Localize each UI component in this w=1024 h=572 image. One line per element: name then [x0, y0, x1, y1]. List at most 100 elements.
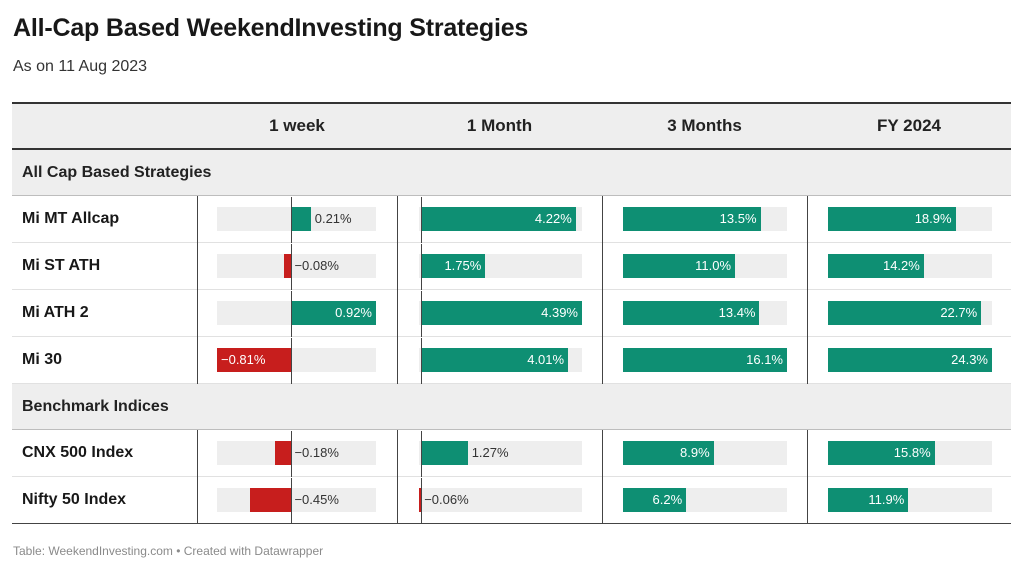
data-bar	[623, 254, 736, 278]
bar-cell: −0.06%	[419, 478, 582, 524]
row-label: CNX 500 Index	[22, 444, 134, 461]
column-header-3-months: 3 Months	[667, 116, 742, 135]
data-bar	[421, 301, 582, 325]
data-bar	[623, 488, 687, 512]
data-label: −0.45%	[294, 492, 339, 507]
data-label: 11.9%	[868, 492, 905, 507]
data-label: −0.81%	[221, 352, 266, 367]
row-label: Nifty 50 Index	[22, 491, 127, 508]
data-bar	[250, 488, 292, 512]
data-label: 11.0%	[695, 258, 732, 273]
data-label: 13.5%	[719, 211, 757, 226]
zero-line	[291, 244, 293, 290]
column-divider	[397, 430, 398, 524]
column-divider	[602, 430, 603, 524]
bar-cell: 0.92%	[217, 291, 376, 337]
data-label: 24.3%	[951, 352, 988, 367]
column-divider	[197, 196, 198, 384]
zero-line	[421, 244, 423, 290]
row-label: Mi ST ATH	[22, 257, 101, 274]
bar-cell: −0.08%	[217, 244, 376, 290]
data-label: 8.9%	[680, 445, 710, 460]
data-bar	[623, 301, 760, 325]
top-rule	[12, 102, 1011, 104]
data-bar	[623, 441, 714, 465]
data-label: 0.92%	[335, 305, 372, 320]
data-bar	[828, 207, 956, 231]
data-label: 1.75%	[444, 258, 482, 273]
header-rule	[12, 148, 1011, 150]
column-divider	[602, 196, 603, 384]
data-bar	[828, 488, 909, 512]
bar-cell: 4.39%	[419, 291, 582, 337]
column-header-1-month: 1 Month	[466, 116, 533, 135]
data-bar	[421, 254, 486, 278]
data-label: 4.01%	[527, 352, 565, 367]
data-label: −0.06%	[424, 492, 469, 507]
table-row: CNX 500 Index −0.18% 1.27% 8.9% 15.8%	[12, 430, 1011, 477]
section-label: Benchmark Indices	[22, 398, 169, 415]
bar-cell: 1.27%	[419, 431, 582, 477]
column-divider	[397, 196, 398, 384]
column-header-fy-2024: FY 2024	[877, 116, 941, 135]
data-label: 0.21%	[314, 211, 352, 226]
table-row: Mi 30 −0.81% 4.01% 16.1% 24.3%	[12, 337, 1011, 384]
zero-line	[291, 291, 293, 337]
data-bar	[421, 441, 468, 465]
zero-line	[421, 478, 423, 524]
bar-cell: 24.3%	[828, 348, 992, 372]
column-divider	[197, 430, 198, 524]
zero-line	[291, 197, 293, 243]
data-bar	[623, 207, 761, 231]
table-row: Nifty 50 Index −0.45% −0.06% 6.2% 11.9%	[12, 477, 1011, 524]
zero-line	[421, 338, 423, 384]
zero-line	[421, 291, 423, 337]
column-divider	[807, 196, 808, 384]
row-label: Mi MT Allcap	[22, 210, 120, 227]
zero-line	[421, 197, 423, 243]
bar-cell: 14.2%	[828, 254, 992, 278]
data-bar	[291, 207, 311, 231]
table-row: Mi ATH 2 0.92% 4.39% 13.4% 22.7%	[12, 290, 1011, 337]
row-label: Mi 30	[22, 351, 63, 368]
zero-line	[291, 478, 293, 524]
bar-cell: 18.9%	[828, 207, 992, 231]
bar-cell: −0.45%	[217, 478, 376, 524]
zero-line	[421, 431, 423, 477]
footer-credit: Table: WeekendInvesting.com • Created wi…	[13, 544, 324, 558]
bar-cell: −0.81%	[217, 338, 376, 384]
header-row: 1 week 1 Month 3 Months FY 2024	[12, 104, 1011, 148]
bar-cell: 11.9%	[828, 488, 992, 512]
data-label: −0.08%	[294, 258, 339, 273]
data-bar	[284, 254, 292, 278]
data-bar	[217, 348, 292, 372]
chart-title: All-Cap Based WeekendInvesting Strategie…	[13, 14, 529, 42]
bar-cell: 4.01%	[419, 338, 582, 384]
chart-subtitle: As on 11 Aug 2023	[13, 58, 148, 75]
column-header-1-week: 1 week	[269, 116, 325, 135]
data-bar	[419, 488, 422, 512]
data-label: 13.4%	[718, 305, 756, 320]
bar-cell: 0.21%	[217, 197, 376, 243]
section-label: All Cap Based Strategies	[22, 164, 212, 181]
data-bar	[828, 348, 992, 372]
data-label: 15.8%	[893, 445, 931, 460]
returns-table: 1 week 1 Month 3 Months FY 2024 All Cap …	[12, 102, 1011, 524]
bar-cell: 8.9%	[623, 441, 787, 465]
section-header: All Cap Based Strategies	[12, 150, 1011, 196]
data-label: 1.27%	[471, 445, 509, 460]
column-divider	[807, 430, 808, 524]
table-row: Mi ST ATH −0.08% 1.75% 11.0% 14.2%	[12, 243, 1011, 290]
bar-cell: 4.22%	[419, 197, 582, 243]
data-label: 4.22%	[534, 211, 572, 226]
data-label: 18.9%	[914, 211, 952, 226]
row-label: Mi ATH 2	[22, 304, 89, 321]
data-label: 22.7%	[940, 305, 978, 320]
bar-cell: 13.5%	[623, 207, 787, 231]
bar-cell: 15.8%	[828, 441, 992, 465]
data-bar	[623, 348, 787, 372]
bar-cell: 13.4%	[623, 301, 787, 325]
bar-cell: −0.18%	[217, 431, 376, 477]
data-label: 4.39%	[541, 305, 578, 320]
bar-cell: 16.1%	[623, 348, 787, 372]
